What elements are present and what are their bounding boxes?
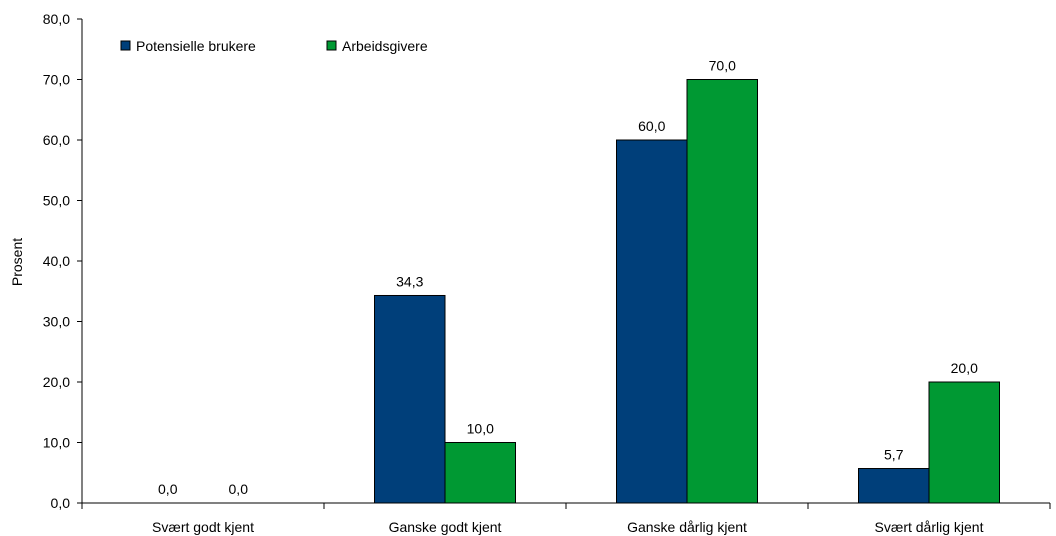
bar <box>928 381 1000 504</box>
data-label: 20,0 <box>951 360 978 376</box>
legend-label: Potensielle brukere <box>136 38 256 54</box>
x-category-label: Svært dårlig kjent <box>875 519 984 535</box>
x-category-label: Svært godt kjent <box>152 519 254 535</box>
y-axis: 0,0 10,0 20,0 30,0 40,0 50,0 60,0 70,0 80,0 <box>43 11 83 511</box>
bar <box>444 442 516 504</box>
bar <box>616 139 688 504</box>
bar <box>858 468 930 504</box>
legend: Potensielle brukere Arbeidsgivere <box>120 38 428 54</box>
data-label: 60,0 <box>638 118 665 134</box>
data-label: 70,0 <box>709 58 736 74</box>
data-labels: 0,0 34,3 60,0 5,7 0,0 10,0 70,0 20,0 <box>158 58 978 498</box>
data-label: 34,3 <box>396 273 423 289</box>
y-tick-label: 0,0 <box>51 495 71 511</box>
x-category-label: Ganske dårlig kjent <box>627 519 747 535</box>
data-label: 0,0 <box>229 481 249 497</box>
data-label: 10,0 <box>467 421 494 437</box>
data-label: 5,7 <box>884 447 904 463</box>
y-tick-label: 10,0 <box>43 435 70 451</box>
x-axis: Svært godt kjent Ganske godt kjent Ganske … <box>81 502 1051 535</box>
bars <box>374 79 1000 504</box>
x-category-label: Ganske godt kjent <box>389 519 502 535</box>
y-tick-label: 30,0 <box>43 314 70 330</box>
y-tick-label: 60,0 <box>43 132 70 148</box>
y-axis-title: Prosent <box>9 238 25 286</box>
y-tick-label: 50,0 <box>43 193 70 209</box>
bar <box>686 79 758 504</box>
y-tick-label: 40,0 <box>43 253 70 269</box>
bar <box>374 294 446 504</box>
data-label: 0,0 <box>158 481 178 497</box>
legend-swatch <box>120 40 131 51</box>
y-tick-label: 70,0 <box>43 72 70 88</box>
y-tick-label: 20,0 <box>43 374 70 390</box>
legend-swatch <box>326 40 337 51</box>
y-tick-label: 80,0 <box>43 11 70 27</box>
legend-label: Arbeidsgivere <box>342 38 428 54</box>
